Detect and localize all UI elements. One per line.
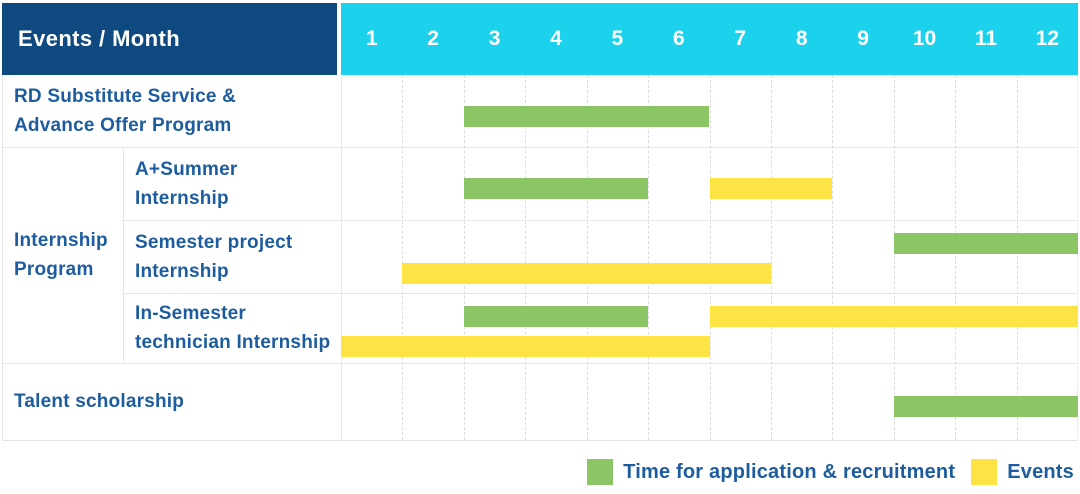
gantt-bar-event [341, 336, 710, 357]
gantt-bar-event [402, 263, 771, 284]
month-header-2: 2 [427, 27, 439, 50]
row-label-line: A+Summer [135, 158, 238, 180]
row-label-2: A+Summer Internship [125, 147, 339, 220]
row-label-4: In-Semester technician Internship [125, 293, 339, 363]
month-gridline [770, 75, 772, 440]
gantt-bar-application [463, 106, 710, 127]
legend-swatch-application [587, 459, 614, 485]
row-separator [124, 293, 1078, 294]
row-label-line: RD Substitute Service & [14, 86, 237, 107]
group-label-line: Internship [14, 230, 108, 251]
month-gridline [463, 75, 465, 440]
row-label-line: Talent scholarship [14, 391, 185, 412]
month-gridline [1016, 75, 1018, 440]
group-label-line: Program [14, 259, 94, 280]
month-header-1: 1 [365, 27, 378, 50]
row-label-line: Internship [135, 187, 229, 209]
gantt-bar-application [463, 306, 649, 327]
table-left-border [2, 75, 3, 440]
month-header-4: 4 [550, 27, 562, 50]
row-label-line: In-Semester [135, 303, 246, 324]
month-gridline [402, 75, 404, 440]
table-right-border [1077, 75, 1078, 440]
row-label-line: Internship [135, 260, 229, 282]
month-header-10: 10 [912, 27, 937, 50]
gantt-bar-application [463, 178, 649, 199]
row-label-line: technician Internship [135, 332, 331, 353]
row-separator [124, 220, 1078, 221]
row-label-line: Semester project [135, 231, 293, 253]
month-gridline [832, 75, 834, 440]
gantt-bar-application [893, 233, 1079, 254]
row-separator [2, 147, 1078, 148]
month-gridline [709, 75, 711, 440]
gantt-bar-event [709, 306, 1078, 327]
legend-label-events: Events [1007, 460, 1074, 483]
row-separator [2, 363, 1078, 364]
month-header-5: 5 [611, 27, 624, 50]
gantt-bar-application [893, 396, 1079, 417]
chart-left-border [341, 75, 342, 440]
month-header-row: 1 2 3 4 5 6 7 8 9 10 11 12 [341, 3, 1078, 75]
header-events-month-cell: Events / Month [2, 3, 337, 75]
row-label-1: RD Substitute Service & Advance Offer Pro… [2, 75, 339, 147]
month-header-6: 6 [672, 27, 685, 50]
gantt-bar-event [709, 178, 833, 199]
month-gridline [648, 75, 650, 440]
group-cell-internship-program: Internship Program [2, 147, 124, 363]
row-label-5: Talent scholarship [2, 363, 339, 440]
legend-swatch-events [971, 459, 998, 485]
row-separator [2, 440, 1078, 441]
row-label-line: Advance Offer Program [14, 115, 232, 136]
month-header-9: 9 [857, 27, 869, 50]
month-header-12: 12 [1035, 27, 1060, 50]
month-header-11: 11 [974, 27, 998, 50]
header-title: Events / Month [18, 26, 181, 51]
month-header-3: 3 [488, 27, 501, 50]
legend-label-application: Time for application & recruitment [623, 460, 956, 483]
month-gridline [893, 75, 895, 440]
row-label-3: Semester project Internship [125, 220, 339, 293]
month-gridline [586, 75, 588, 440]
month-gridline [525, 75, 527, 440]
legend: Time for application & recruitment Event… [587, 459, 1074, 485]
month-gridline [955, 75, 957, 440]
month-header-8: 8 [795, 27, 808, 50]
month-header-7: 7 [734, 27, 747, 50]
